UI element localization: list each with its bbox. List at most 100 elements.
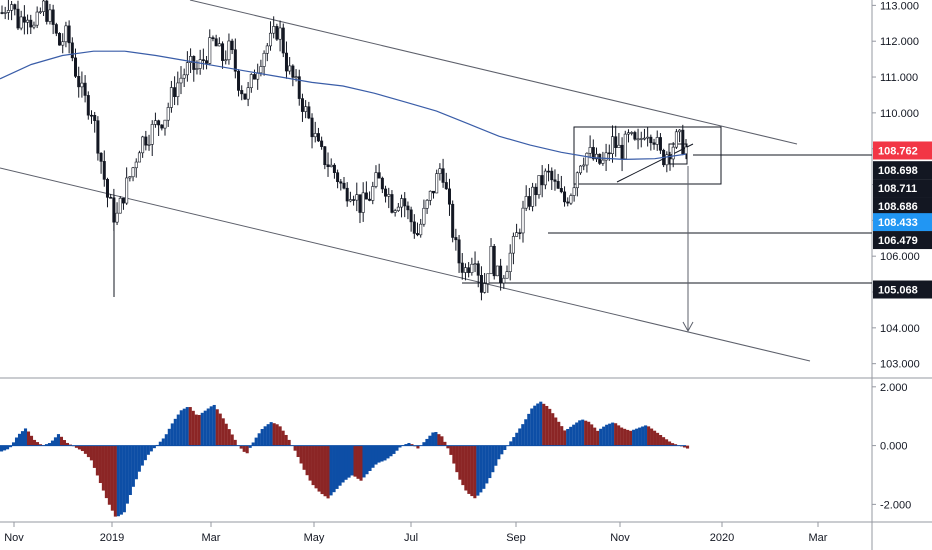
osc-bar [530,408,534,446]
osc-bar [533,405,537,446]
price-tick-label: 113.000 [880,0,919,12]
candle-body [198,59,202,69]
candle-body [377,172,381,179]
candle-body [272,26,276,34]
osc-bar [596,430,600,446]
candle-body [665,154,669,166]
candle-body [150,124,154,145]
candle-body [524,196,528,209]
candle-body [221,43,225,61]
osc-bar [539,401,543,446]
osc-bar [170,423,174,446]
osc-bar [134,445,138,480]
osc-bar [5,445,10,450]
candle-body [13,4,17,10]
osc-bar [257,433,261,446]
candle-body [38,11,42,13]
osc-bar [17,433,22,446]
candle-body [556,181,560,189]
candle-body [368,198,372,201]
candle-body [121,197,125,204]
osc-bar [296,445,300,458]
osc-bar [173,418,177,446]
candle-body [543,170,547,186]
candle-body [35,11,39,26]
osc-bar [152,445,156,449]
candle-body [195,68,199,70]
osc-bar [386,445,390,459]
candle-body [467,267,471,273]
candle-body [537,175,541,196]
osc-bar [272,423,276,446]
osc-bar [38,444,43,446]
candle-body [416,233,420,236]
osc-bar [683,445,687,448]
osc-bar [188,407,192,446]
osc-bar [542,403,546,446]
osc-bar [602,426,606,446]
candle-body [336,172,340,183]
osc-bar [266,424,270,446]
candle-body [505,271,509,279]
candle-body [278,27,282,40]
candle-body [607,152,611,155]
osc-bar [368,445,372,472]
osc-bar [2,445,7,451]
osc-bar [341,445,345,483]
osc-bar [392,445,396,454]
candle-body [51,9,55,25]
candle-body [163,119,167,129]
candle-body [438,168,442,174]
osc-bar [467,445,471,494]
candle-body [329,164,333,168]
candle-body [412,221,416,234]
osc-bar [605,424,609,446]
candle-body [495,265,499,277]
osc-bar [125,445,129,504]
candle-body [217,43,221,47]
osc-bar [221,418,225,446]
candle-body [233,49,237,72]
candle-body [610,136,614,154]
osc-bar [578,420,582,446]
osc-bar [308,445,312,481]
osc-bar [227,429,231,446]
osc-bar [212,404,216,446]
candle-body [86,95,90,116]
candle-body [441,168,445,183]
osc-bar [434,432,438,446]
price-tag-label: 105.068 [878,285,918,297]
price-tick-label: 104.000 [880,323,920,335]
osc-bar [107,445,111,505]
osc-bar [686,445,690,449]
candle-body [674,131,678,148]
candle-body [19,16,23,29]
target-arrow-head [682,321,694,333]
candle-body [559,188,563,193]
osc-bar [521,424,525,446]
candle-body [173,87,177,98]
candle-body [307,106,311,119]
osc-bar [425,438,429,446]
candle-body [93,115,97,121]
osc-bar [566,428,570,446]
candle-body [297,76,301,99]
osc-bar [113,445,117,517]
osc-bar [218,413,222,446]
candle-body [182,74,186,79]
osc-bar [209,406,213,446]
candle-body [406,205,410,211]
candle-body [253,74,257,80]
osc-bar [299,445,303,464]
time-tick-label: Nov [610,532,630,544]
candle-body [483,283,487,293]
osc-bar [185,407,189,446]
candle-body [681,129,685,155]
candle-body [208,37,212,64]
osc-bar [50,440,55,446]
candle-body [352,199,356,201]
osc-bar [518,428,522,446]
candle-body [431,190,435,194]
